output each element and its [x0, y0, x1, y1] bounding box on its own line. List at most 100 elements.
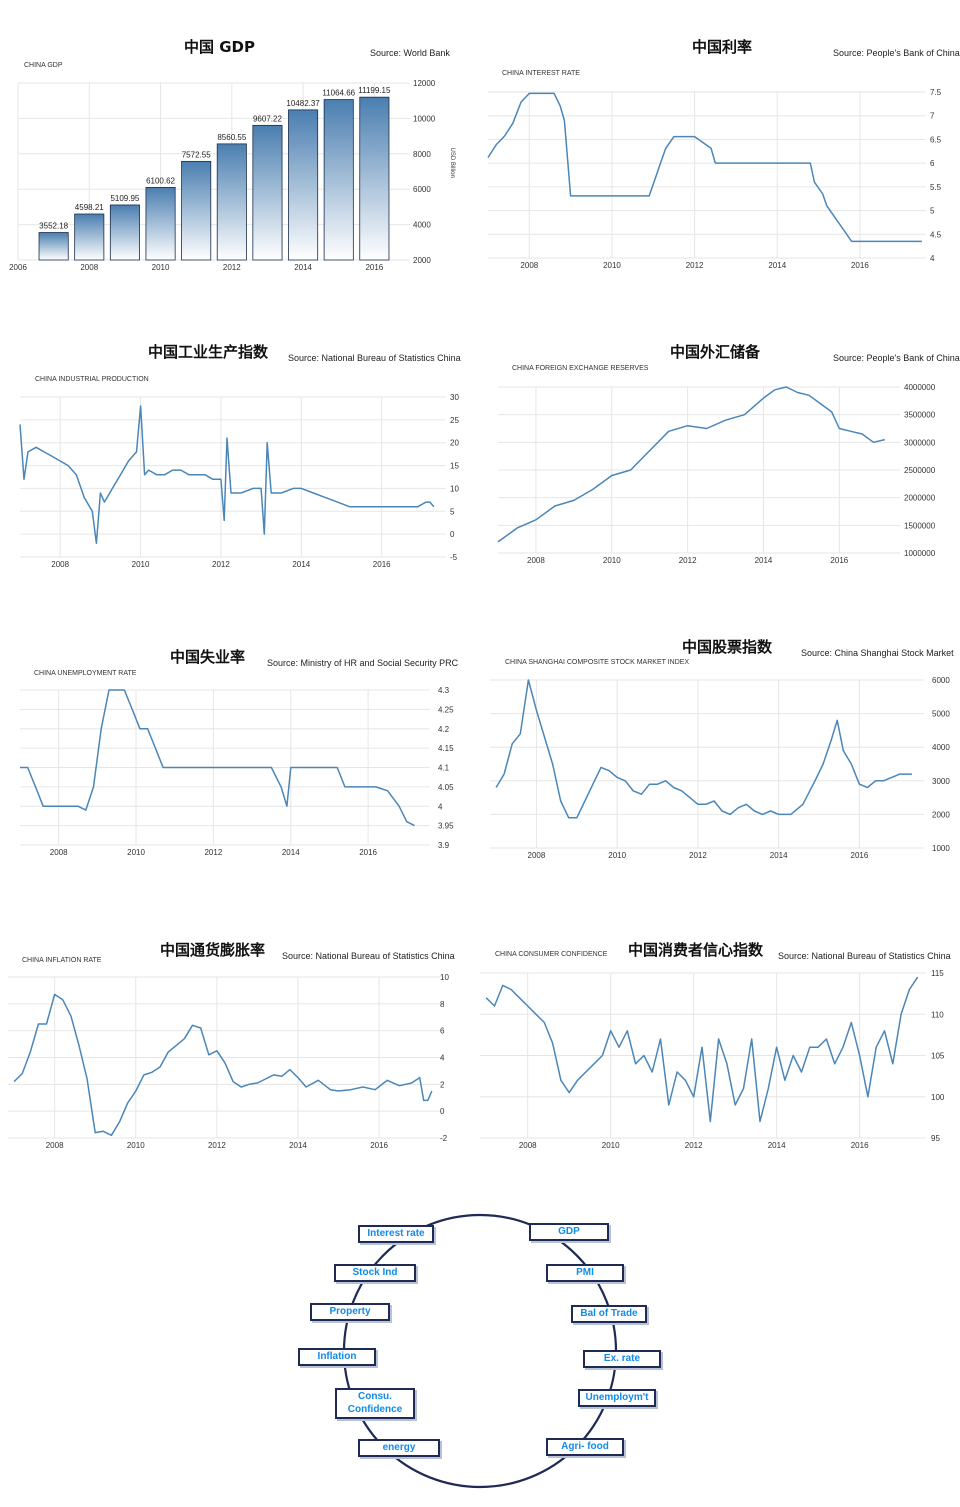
x-tick-label: 2008 [519, 1141, 537, 1150]
x-tick-label: 2016 [359, 848, 377, 857]
cycle-item-pmi: PMI [546, 1264, 624, 1282]
x-tick-label: 2016 [851, 1141, 869, 1150]
y-tick-label: 4000000 [904, 383, 936, 392]
chart-svg: 2008 2010 2012 2014 2016 1000 2000 3000 4000 5000… [490, 676, 950, 860]
y-tick-label: 5000 [932, 710, 950, 719]
bar [181, 160, 212, 261]
y-tick-label: -2 [440, 1134, 448, 1143]
y-tick-label: 5 [930, 207, 935, 216]
y-tick-label: 4 [930, 254, 935, 263]
chart-panel-industrial-production: 中国工业生产指数 Source: National Bureau of Stat… [0, 335, 480, 575]
chart-title: 中国外汇储备 [670, 343, 761, 361]
y-tick-label: 2 [440, 1080, 445, 1089]
y-tick-label: -5 [450, 553, 458, 562]
cycle-item-gdp: GDP [529, 1223, 609, 1241]
series-line [485, 976, 919, 1123]
chart-panel-unemployment: 中国失业率 Source: Ministry of HR and Social … [0, 640, 480, 865]
y-tick-label: 10 [450, 484, 459, 493]
y-tick-label: 0 [450, 530, 455, 539]
bar [252, 124, 283, 261]
bar [109, 204, 140, 261]
indicator-cycle-diagram: Interest rate Stock Ind Property Inflati… [280, 1205, 680, 1505]
x-tick-label: 2010 [132, 560, 150, 569]
x-tick-label: 2016 [370, 1141, 388, 1150]
x-tick-label: 2016 [365, 263, 383, 272]
data-label: 5109.95 [110, 194, 139, 203]
x-tick-label: 2008 [46, 1141, 64, 1150]
bar [74, 213, 105, 261]
x-tick-label: 2010 [127, 1141, 145, 1150]
y-tick-label: 7 [930, 112, 935, 121]
chart-title: 中国 GDP [184, 38, 255, 56]
chart-svg: 2008 2010 2012 2014 2016 3.9 3.95 4 4.05 4.1 4.15 4… [20, 686, 454, 857]
chart-subtitle: CHINA UNEMPLOYMENT RATE [34, 670, 137, 677]
x-tick-label: 2014 [289, 1141, 307, 1150]
y-tick-label: 25 [450, 416, 459, 425]
y-tick-label: 3000 [932, 777, 950, 786]
cycle-item-agri-food: Agri- food [546, 1438, 624, 1456]
x-tick-label: 2008 [50, 848, 68, 857]
y-tick-label: 4.1 [438, 764, 450, 773]
y-tick-label: 95 [931, 1134, 940, 1143]
y-tick-label: 2000000 [904, 494, 936, 503]
cycle-item-interest-rate: Interest rate [358, 1225, 434, 1243]
data-label: 4598.21 [75, 203, 104, 212]
y-tick-label: 4 [440, 1054, 445, 1063]
x-tick-label: 2012 [208, 1141, 226, 1150]
chart-svg: 2006 2008 2010 2012 2014 2016 2000 4000 6000 8000… [9, 79, 455, 272]
chart-source: Source: World Bank [370, 48, 450, 58]
chart-svg: 2008 2010 2012 2014 2016 1000000 1500000 200000… [497, 383, 936, 565]
y-axis-label: USD Billion [449, 148, 455, 178]
y-tick-label: 100 [931, 1093, 945, 1102]
x-tick-label: 2012 [223, 263, 241, 272]
chart-panel-stock-index: 中国股票指数 Source: China Shanghai Stock Mark… [480, 630, 960, 865]
chart-title: 中国股票指数 [682, 638, 773, 656]
x-tick-label: 2010 [603, 261, 621, 270]
y-tick-label: 3.9 [438, 841, 450, 850]
y-tick-label: 8 [440, 1000, 445, 1009]
y-tick-label: 12000 [413, 79, 436, 88]
x-tick-label: 2014 [294, 263, 312, 272]
y-tick-label: 115 [931, 969, 944, 978]
x-tick-label: 2012 [686, 261, 704, 270]
y-tick-label: 10000 [413, 114, 436, 123]
chart-title: 中国工业生产指数 [148, 343, 269, 361]
y-tick-label: 4.5 [930, 230, 942, 239]
x-tick-label: 2010 [603, 556, 621, 565]
x-tick-label: 2016 [373, 560, 391, 569]
bar [359, 96, 390, 261]
chart-subtitle: CHINA FOREIGN EXCHANGE RESERVES [512, 365, 649, 372]
chart-panel-gdp: 中国 GDP Source: World Bank CHINA GDP 2006… [0, 30, 480, 280]
y-tick-label: 105 [931, 1052, 945, 1061]
y-tick-label: 1000000 [904, 549, 936, 558]
chart-subtitle: CHINA INFLATION RATE [22, 957, 102, 964]
y-tick-label: 6 [440, 1027, 445, 1036]
y-tick-label: 4.2 [438, 725, 450, 734]
y-tick-label: 4 [438, 802, 443, 811]
series-line [487, 92, 922, 243]
x-tick-label: 2012 [685, 1141, 703, 1150]
chart-source: Source: National Bureau of Statistics Ch… [282, 951, 455, 961]
x-tick-label: 2008 [527, 556, 545, 565]
y-tick-label: 4000 [413, 221, 431, 230]
chart-source: Source: China Shanghai Stock Market [801, 648, 954, 658]
y-tick-label: 7.5 [930, 88, 942, 97]
data-label: 6100.62 [146, 176, 175, 185]
x-tick-label: 2014 [768, 261, 786, 270]
data-label: 10482.37 [286, 99, 320, 108]
chart-panel-consumer-confidence: 中国消费者信心指数 Source: National Bureau of Sta… [480, 935, 960, 1160]
chart-source: Source: National Bureau of Statistics Ch… [778, 951, 951, 961]
x-tick-label: 2008 [80, 263, 98, 272]
x-tick-label: 2016 [851, 261, 869, 270]
chart-svg: 2008 2010 2012 2014 2016 95 100 105 110 115 [480, 969, 945, 1150]
chart-svg: 2008 2010 2012 2014 2016 -5 0 5 10 15 20 25 30 [19, 393, 459, 569]
x-tick-label: 2012 [204, 848, 222, 857]
chart-title: 中国失业率 [170, 648, 246, 666]
series-line [497, 386, 885, 543]
cycle-item-energy: energy [358, 1439, 440, 1457]
x-tick-label: 2014 [282, 848, 300, 857]
cycle-item-balance-of-trade: Bal of Trade [571, 1305, 647, 1323]
chart-title: 中国消费者信心指数 [628, 941, 764, 959]
chart-subtitle: CHINA SHANGHAI COMPOSITE STOCK MARKET IN… [505, 659, 690, 666]
y-tick-label: 4000 [932, 743, 950, 752]
